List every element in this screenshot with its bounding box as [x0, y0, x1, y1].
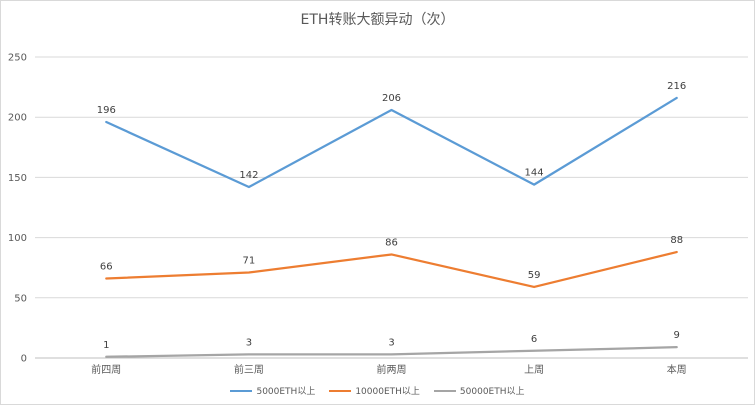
legend-label-series-0: 5000ETH以上 [256, 387, 316, 397]
y-tick-label-50: 50 [14, 293, 27, 304]
legend-item-series-2: 50000ETH以上 [433, 384, 525, 397]
data-label-s0-p3: 144 [525, 168, 544, 179]
data-label-s1-p3: 59 [528, 270, 541, 281]
gridlines [35, 56, 748, 359]
y-tick-label-250: 250 [8, 53, 27, 64]
series-lines [105, 96, 678, 358]
data-labels: 196 142 206 144 216 66 71 86 59 88 1 3 3 6 9 [97, 81, 686, 351]
x-tick-label-3: 上周 [524, 364, 544, 376]
data-label-s1-p2: 86 [385, 237, 398, 248]
data-label-s0-p2: 206 [382, 93, 401, 104]
data-label-s2-p3: 6 [531, 334, 537, 345]
series-line-2 [105, 346, 678, 358]
data-label-s2-p2: 3 [388, 337, 394, 348]
series-line-0 [105, 96, 678, 189]
chart-title: ETH转账大额异动（次） [300, 12, 455, 28]
data-label-s2-p0: 1 [103, 340, 109, 351]
legend: 5000ETH以上 10000ETH以上 50000ETH以上 [1, 384, 754, 397]
x-tick-label-2: 前两周 [377, 363, 407, 376]
data-label-s0-p4: 216 [667, 81, 686, 92]
x-tick-label-4: 本周 [667, 363, 687, 376]
y-axis-ticks: 0 50 100 150 200 250 [8, 53, 27, 365]
data-label-s1-p4: 88 [670, 235, 683, 246]
data-label-s1-p1: 71 [243, 256, 256, 267]
legend-swatch-series-2 [433, 389, 456, 392]
legend-item-series-0: 5000ETH以上 [230, 384, 315, 397]
x-tick-label-1: 前三周 [234, 363, 264, 376]
legend-label-series-2: 50000ETH以上 [459, 387, 525, 397]
y-tick-label-0: 0 [21, 354, 27, 365]
x-axis-ticks: 前四周 前三周 前两周 上周 本周 [91, 363, 686, 376]
legend-label-series-1: 10000ETH以上 [355, 387, 420, 397]
data-label-s0-p0: 196 [97, 105, 116, 116]
series-line-1 [105, 250, 678, 289]
data-label-s0-p1: 142 [239, 170, 258, 181]
legend-swatch-series-1 [329, 389, 352, 392]
y-tick-label-200: 200 [8, 113, 27, 124]
y-tick-label-150: 150 [8, 173, 27, 184]
legend-swatch-series-0 [230, 389, 253, 392]
y-tick-label-100: 100 [8, 233, 27, 244]
data-label-s2-p4: 9 [674, 330, 680, 341]
data-label-s1-p0: 66 [100, 262, 113, 273]
legend-item-series-1: 10000ETH以上 [329, 384, 420, 397]
data-label-s2-p1: 3 [246, 337, 252, 348]
x-tick-label-0: 前四周 [91, 363, 121, 376]
